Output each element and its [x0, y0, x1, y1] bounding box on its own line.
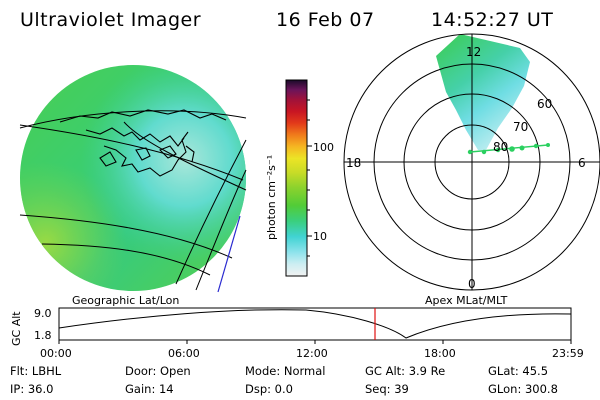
door-info: Door: Open	[125, 364, 191, 378]
gain-info: Gain: 14	[125, 382, 174, 396]
apex-panel-caption: Apex MLat/MLT	[425, 294, 508, 307]
time-label: 14:52:27 UT	[431, 9, 554, 31]
geographic-image-panel	[19, 65, 247, 293]
filter-info: Flt: LBHL	[10, 364, 62, 378]
ip-info: IP: 36.0	[10, 382, 54, 396]
time-tick-0000: 00:00	[40, 347, 72, 360]
time-tick-1800: 18:00	[424, 347, 456, 360]
seq-info: Seq: 39	[365, 382, 409, 396]
instrument-title: Ultraviolet Imager	[20, 9, 202, 31]
time-tick-0600: 06:00	[168, 347, 200, 360]
altitude-tick-1-8: 1.8	[34, 329, 52, 342]
colorbar-tick-100: 100	[313, 141, 334, 154]
mlt-label-0: 0	[468, 277, 476, 291]
mode-info: Mode: Normal	[245, 364, 326, 378]
glat-info: GLat: 45.5	[488, 364, 549, 378]
time-tick-1200: 12:00	[296, 347, 328, 360]
glon-info: GLon: 300.8	[488, 382, 558, 396]
mlat-label-60: 60	[537, 97, 553, 111]
date-label: 16 Feb 07	[276, 9, 375, 31]
apex-polar-panel	[343, 33, 600, 291]
mlat-label-70: 70	[513, 120, 529, 134]
mlt-label-18: 18	[346, 156, 362, 170]
mlt-label-12: 12	[466, 45, 482, 59]
colorbar-tick-10: 10	[313, 230, 327, 243]
mlat-label-80: 80	[493, 140, 509, 154]
altitude-axis-title: GC Alt	[10, 311, 23, 346]
gc-alt-info: GC Alt: 3.9 Re	[365, 364, 446, 378]
altitude-plot	[58, 307, 572, 344]
colorbar-unit-label: photon cm⁻²s⁻¹	[265, 154, 278, 240]
geographic-panel-caption: Geographic Lat/Lon	[72, 294, 180, 307]
intensity-colorbar	[285, 79, 312, 277]
mlt-label-6: 6	[578, 156, 586, 170]
time-tick-2359: 23:59	[552, 347, 584, 360]
altitude-tick-9: 9.0	[34, 307, 52, 320]
dsp-info: Dsp: 0.0	[245, 382, 293, 396]
